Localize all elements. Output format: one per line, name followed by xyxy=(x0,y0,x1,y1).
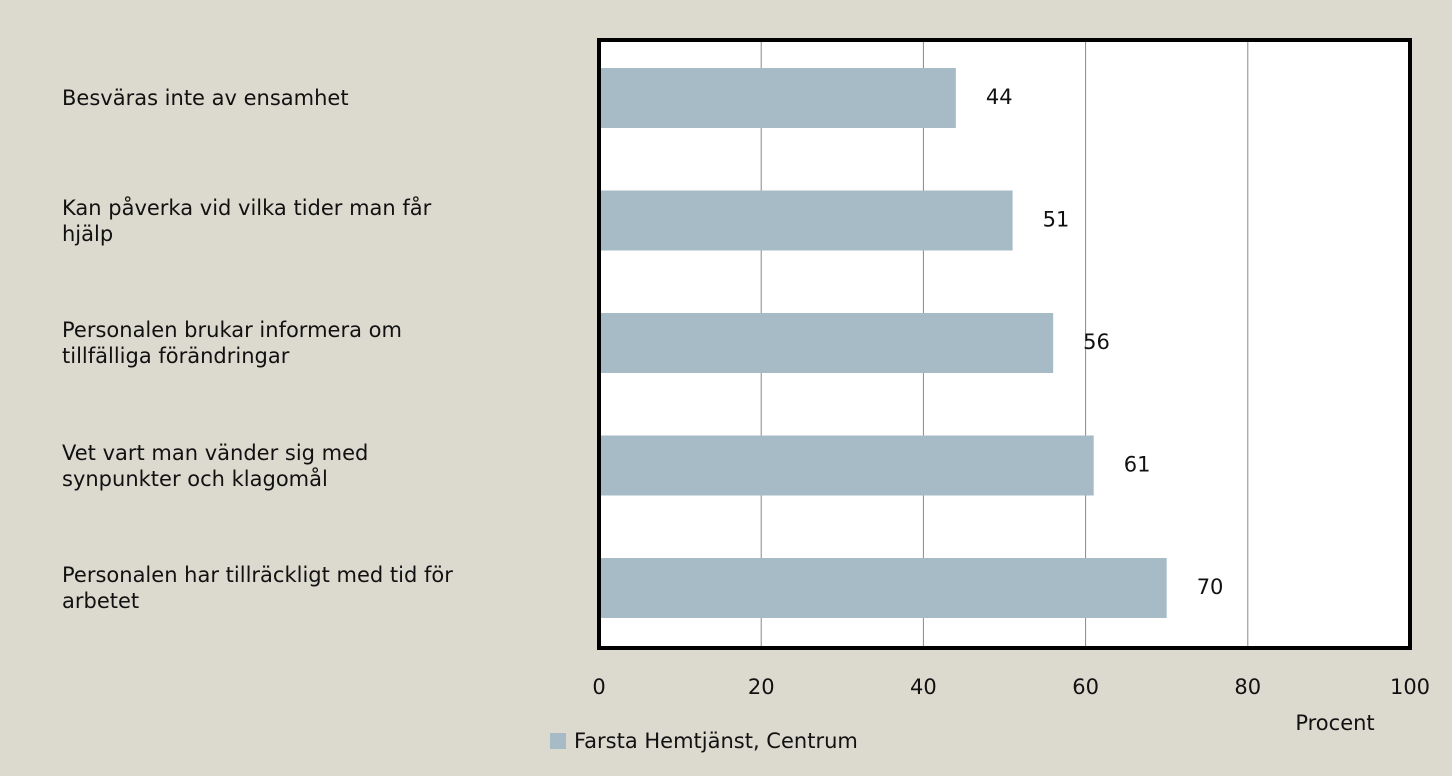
bar xyxy=(599,190,1013,251)
y-tick-label: Kan påverka vid vilka tider man får hjäl… xyxy=(62,195,432,246)
value-label: 51 xyxy=(1043,208,1070,232)
bar xyxy=(599,435,1094,496)
y-tick-label: Personalen har tillräckligt med tid för … xyxy=(62,563,453,613)
x-tick-label: 80 xyxy=(1234,675,1261,699)
x-tick-label: 60 xyxy=(1072,675,1099,699)
plot-border xyxy=(597,38,1412,650)
y-tick-label: Besväras inte av ensamhet xyxy=(62,86,349,110)
value-label: 61 xyxy=(1124,453,1151,477)
x-tick-label: 100 xyxy=(1390,675,1430,699)
value-label: 56 xyxy=(1083,330,1110,354)
value-label: 70 xyxy=(1197,575,1224,599)
y-tick-label: Personalen brukar informera om tillfälli… xyxy=(62,318,402,368)
legend-label: Farsta Hemtjänst, Centrum xyxy=(574,729,858,753)
x-tick-label: 20 xyxy=(748,675,775,699)
y-tick-label: Vet vart man vänder sig med synpunkter o… xyxy=(62,440,369,491)
x-axis-label: Procent xyxy=(1295,711,1374,735)
x-tick-label: 40 xyxy=(910,675,937,699)
x-tick-label: 0 xyxy=(592,675,605,699)
legend-swatch xyxy=(550,733,566,749)
bar xyxy=(599,558,1167,618)
bar xyxy=(599,313,1054,373)
value-label: 44 xyxy=(986,85,1013,109)
bar xyxy=(599,68,956,128)
